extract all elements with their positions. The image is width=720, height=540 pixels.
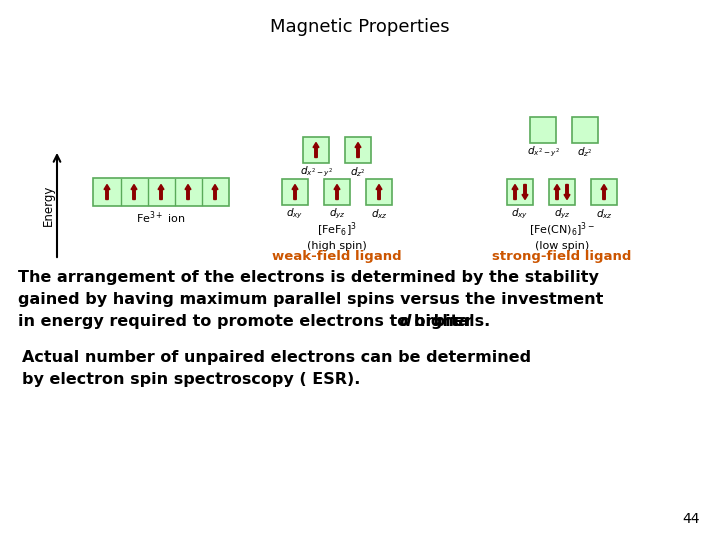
Text: $d_{xy}$: $d_{xy}$ xyxy=(287,207,304,221)
Bar xyxy=(507,179,533,205)
Polygon shape xyxy=(376,185,382,199)
Bar xyxy=(303,137,329,163)
Polygon shape xyxy=(355,143,361,158)
Polygon shape xyxy=(522,185,528,199)
Text: in energy required to promote electrons to higher: in energy required to promote electrons … xyxy=(18,314,478,329)
Text: $d_{xy}$: $d_{xy}$ xyxy=(511,207,528,221)
Polygon shape xyxy=(104,185,110,199)
Text: weak-field ligand: weak-field ligand xyxy=(272,250,402,263)
Bar xyxy=(591,179,617,205)
Text: Energy: Energy xyxy=(42,184,55,226)
Text: d: d xyxy=(399,314,410,329)
Text: $d_{z^2}$: $d_{z^2}$ xyxy=(577,145,593,159)
Text: 44: 44 xyxy=(683,512,700,526)
Text: $d_{x^2-y^2}$: $d_{x^2-y^2}$ xyxy=(300,165,333,179)
Text: by electron spin spectroscopy ( ESR).: by electron spin spectroscopy ( ESR). xyxy=(22,372,361,387)
Bar xyxy=(549,179,575,205)
Polygon shape xyxy=(131,185,137,199)
Polygon shape xyxy=(601,185,607,199)
Text: $d_{yz}$: $d_{yz}$ xyxy=(328,207,346,221)
Bar xyxy=(530,117,556,143)
Text: gained by having maximum parallel spins versus the investment: gained by having maximum parallel spins … xyxy=(18,292,603,307)
Polygon shape xyxy=(185,185,191,199)
Bar xyxy=(282,179,308,205)
Polygon shape xyxy=(212,185,218,199)
Text: Fe$^{3+}$ ion: Fe$^{3+}$ ion xyxy=(136,209,186,226)
Text: [FeF$_6$]$^3$
(high spin): [FeF$_6$]$^3$ (high spin) xyxy=(307,221,367,251)
Bar xyxy=(572,117,598,143)
Text: Magnetic Properties: Magnetic Properties xyxy=(270,18,450,36)
Text: orbitals.: orbitals. xyxy=(409,314,490,329)
Text: Actual number of unpaired electrons can be determined: Actual number of unpaired electrons can … xyxy=(22,350,531,365)
Text: $d_{x^2-y^2}$: $d_{x^2-y^2}$ xyxy=(526,145,559,159)
Text: $d_{xz}$: $d_{xz}$ xyxy=(371,207,387,221)
Polygon shape xyxy=(512,185,518,199)
Polygon shape xyxy=(292,185,298,199)
Text: [Fe(CN)$_6$]$^{3-}$
(low spin): [Fe(CN)$_6$]$^{3-}$ (low spin) xyxy=(529,221,595,251)
Polygon shape xyxy=(564,185,570,199)
Text: $d_{yz}$: $d_{yz}$ xyxy=(554,207,570,221)
Text: $d_{z^2}$: $d_{z^2}$ xyxy=(350,165,366,179)
Polygon shape xyxy=(554,185,560,199)
Bar xyxy=(324,179,350,205)
Bar xyxy=(366,179,392,205)
Bar xyxy=(345,137,371,163)
Polygon shape xyxy=(313,143,319,158)
Polygon shape xyxy=(334,185,340,199)
Text: $d_{xz}$: $d_{xz}$ xyxy=(595,207,613,221)
Bar xyxy=(93,178,229,206)
Polygon shape xyxy=(158,185,164,199)
Text: strong-field ligand: strong-field ligand xyxy=(492,250,631,263)
Text: The arrangement of the electrons is determined by the stability: The arrangement of the electrons is dete… xyxy=(18,270,599,285)
